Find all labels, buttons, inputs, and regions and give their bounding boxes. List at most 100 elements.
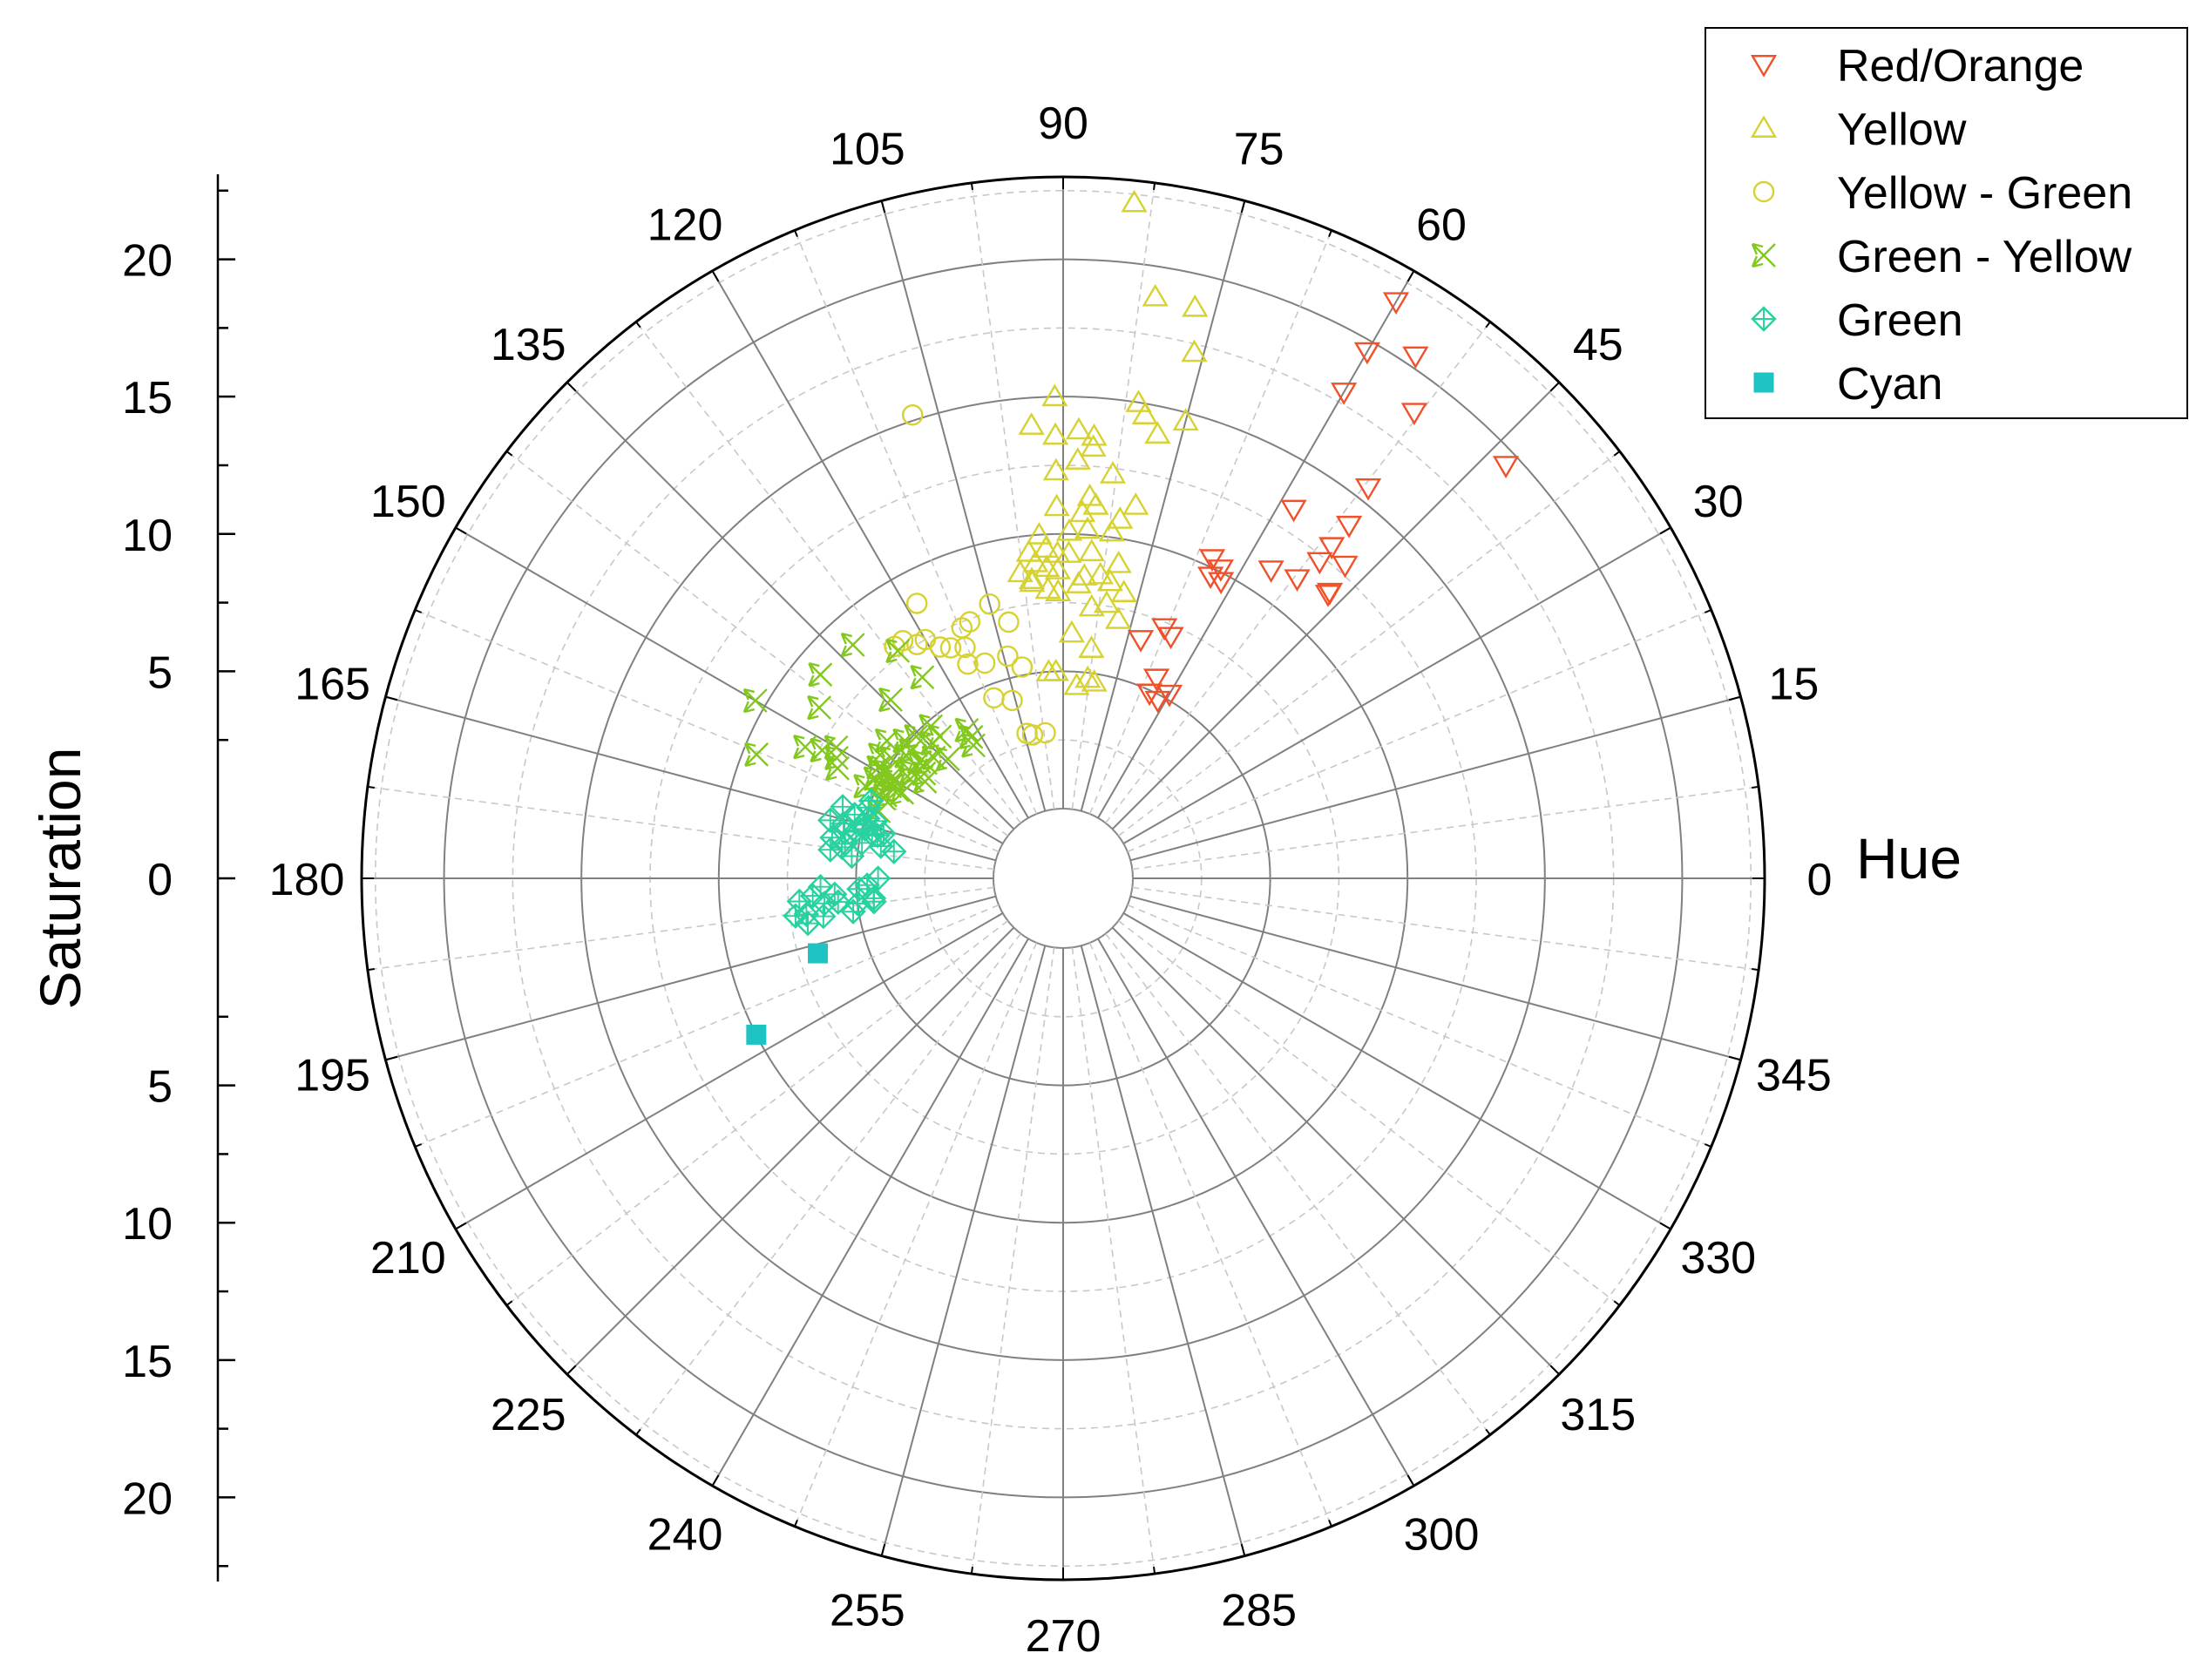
x-arrow-shape (912, 761, 937, 786)
data-point (1197, 566, 1224, 589)
data-point (824, 735, 849, 760)
data-point (1026, 522, 1053, 545)
angle-tick (1728, 695, 1741, 701)
data-point (1068, 499, 1096, 523)
data-point (807, 694, 832, 721)
hue-tick-label: 15 (1769, 659, 1820, 709)
data-point (954, 636, 976, 659)
data-point (846, 876, 872, 902)
major-gridline-spoke (880, 945, 1047, 1556)
data-point (904, 723, 929, 749)
data-point (998, 611, 1020, 633)
legend-label: Green - Yellow (1837, 232, 2132, 282)
x-arrow-shape (878, 774, 903, 799)
minor-gridline-spoke (1071, 182, 1156, 810)
data-point (894, 743, 919, 769)
hue-tick-label: 120 (647, 200, 723, 250)
plus-shape (866, 867, 890, 890)
data-point (840, 898, 866, 925)
saturation-tick-label: 20 (122, 1473, 173, 1524)
data-point (954, 717, 979, 742)
hue-tick-label: 240 (647, 1510, 723, 1561)
polar-grid (360, 175, 1766, 1582)
x-arrow-shape (910, 665, 935, 690)
data-point (1006, 559, 1034, 583)
legend-item: Green (1751, 295, 1963, 346)
data-point (885, 638, 911, 664)
hue-tick-label: 0 (1807, 855, 1833, 905)
x-arrow-shape (867, 742, 892, 768)
x-arrow-shape (808, 662, 833, 688)
minor-gridline-spoke (1132, 786, 1759, 870)
minor-gridline-spoke (1071, 947, 1156, 1575)
x-arrow-shape (744, 742, 769, 768)
data-point (1400, 403, 1427, 426)
data-point (906, 749, 932, 775)
data-point (1098, 518, 1125, 542)
x-arrow-shape (885, 638, 911, 664)
plus-shape (1752, 308, 1775, 330)
hue-tick-label: 195 (295, 1051, 370, 1101)
legend-marker (1751, 306, 1777, 332)
data-point (874, 728, 899, 754)
data-point (1064, 447, 1091, 470)
data-point (973, 652, 996, 674)
angle-tick (1728, 1055, 1741, 1061)
data-point (905, 593, 928, 614)
legend-marker (1753, 372, 1774, 393)
data-point (1078, 593, 1105, 617)
minor-gridline-spoke (1088, 229, 1332, 815)
data-point (1353, 342, 1381, 365)
data-point (920, 730, 946, 756)
angle-tick (970, 1567, 973, 1575)
minor-gridline-spoke (971, 947, 1055, 1575)
x-arrow-shape (921, 745, 946, 770)
data-point (864, 865, 891, 891)
minor-gridline-spoke (1127, 609, 1712, 853)
data-point (881, 838, 907, 864)
x-arrow-shape (825, 755, 850, 781)
series-green-yellow (742, 632, 986, 824)
data-point (1081, 423, 1108, 446)
data-point (742, 688, 768, 714)
hue-tick-label: 225 (491, 1390, 566, 1440)
x-arrow-shape (872, 782, 898, 809)
data-point (1042, 658, 1069, 681)
angle-tick (1659, 1222, 1671, 1230)
angle-tick (794, 1519, 798, 1528)
data-point (878, 774, 903, 799)
data-point (1018, 412, 1045, 435)
plus-shape (809, 875, 832, 898)
legend-item: Red/Orange (1750, 41, 2084, 91)
data-point (1022, 549, 1049, 572)
saturation-tick-label: 10 (122, 511, 173, 561)
major-gridline-spoke (455, 526, 1004, 844)
minor-gridline-spoke (1105, 321, 1491, 824)
data-point (811, 891, 837, 917)
major-gridline-spoke (1122, 526, 1671, 844)
data-point (1157, 627, 1184, 650)
minor-gridline-spoke (1117, 450, 1621, 837)
data-point (1306, 552, 1333, 575)
hue-tick-label: 300 (1404, 1510, 1480, 1561)
angle-tick (1613, 1300, 1621, 1306)
hue-tick-label: 180 (269, 855, 345, 905)
saturation-tick-label: 10 (122, 1199, 173, 1250)
data-point (939, 637, 962, 659)
angle-tick (1704, 1143, 1712, 1148)
plus-shape (847, 877, 871, 901)
angle-tick (1328, 1519, 1332, 1528)
data-point (1105, 551, 1132, 573)
data-point (1015, 539, 1042, 562)
major-gridline-spoke (1130, 895, 1741, 1061)
minor-gridline-spoke (635, 932, 1021, 1436)
angle-tick (635, 321, 641, 329)
x-arrow-shape (807, 694, 832, 721)
major-gridline-spoke (1080, 945, 1246, 1556)
data-point (1045, 579, 1072, 601)
data-point (1021, 724, 1044, 746)
angle-tick (1613, 450, 1621, 457)
major-gridline-spoke (1097, 938, 1415, 1487)
data-point (746, 1024, 767, 1045)
